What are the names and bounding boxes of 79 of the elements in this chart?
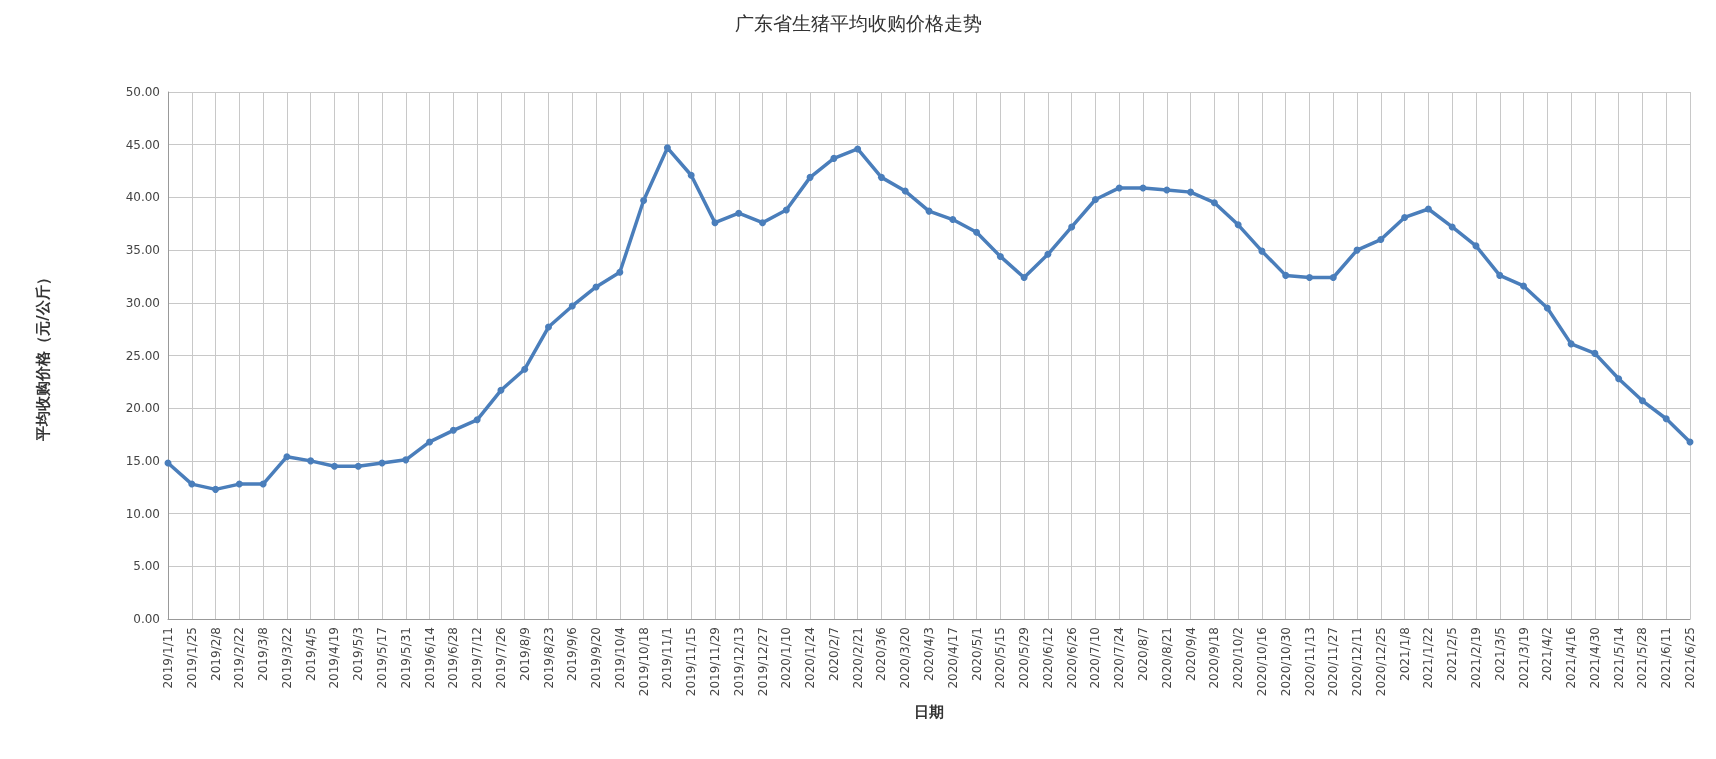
x-axis-title: 日期 bbox=[914, 702, 944, 721]
y-axis-title: 平均收购价格（元/公斤） bbox=[33, 270, 52, 442]
x-tick-label: 2020/11/27 bbox=[1326, 627, 1341, 697]
x-tick-label: 2019/1/25 bbox=[184, 627, 199, 689]
x-tick-label: 2020/9/18 bbox=[1207, 627, 1222, 689]
x-tick-label: 2021/4/2 bbox=[1540, 627, 1555, 681]
x-tick-label: 2020/7/10 bbox=[1088, 627, 1103, 689]
x-tick-label: 2021/1/8 bbox=[1397, 627, 1412, 681]
x-tick-label: 2021/5/28 bbox=[1635, 627, 1650, 689]
x-tick-label: 2019/5/31 bbox=[398, 627, 413, 689]
x-tick-label: 2019/12/27 bbox=[755, 627, 770, 697]
x-tick-label: 2019/10/4 bbox=[612, 627, 627, 689]
x-tick-label: 2019/4/5 bbox=[303, 627, 318, 681]
x-tick-label: 2020/12/25 bbox=[1373, 627, 1388, 697]
x-tick-label: 2019/5/17 bbox=[375, 627, 390, 689]
x-tick-label: 2020/4/17 bbox=[945, 627, 960, 689]
x-tick-label: 2020/8/7 bbox=[1136, 627, 1151, 681]
x-tick-label: 2021/6/25 bbox=[1683, 627, 1697, 689]
x-tick-label: 2019/5/3 bbox=[351, 627, 366, 681]
chart-title: 广东省生猪平均收购价格走势 bbox=[734, 11, 982, 34]
x-tick-label: 2020/1/24 bbox=[803, 627, 818, 689]
x-tick-label: 2020/12/11 bbox=[1350, 627, 1365, 697]
x-tick-label: 2020/6/12 bbox=[1040, 627, 1055, 689]
x-tick-label: 2020/5/15 bbox=[993, 627, 1008, 689]
x-tick-label: 2020/3/20 bbox=[898, 627, 913, 689]
y-tick-label: 50.00 bbox=[125, 85, 160, 99]
y-tick-label: 15.00 bbox=[125, 453, 160, 468]
x-tick-label: 2019/8/9 bbox=[517, 627, 532, 681]
x-tick-label: 2021/2/19 bbox=[1468, 627, 1483, 689]
x-tick-label: 2021/2/5 bbox=[1445, 627, 1460, 681]
x-tick-label: 2020/10/30 bbox=[1278, 627, 1293, 697]
x-tick-label: 2020/1/10 bbox=[779, 627, 794, 689]
x-tick-label: 2020/2/7 bbox=[826, 627, 841, 681]
x-tick-label: 2019/12/13 bbox=[731, 627, 746, 697]
x-tick-label: 2020/5/29 bbox=[1017, 627, 1032, 689]
x-tick-label: 2019/9/20 bbox=[589, 627, 604, 689]
x-tick-label: 2021/4/30 bbox=[1587, 627, 1602, 689]
x-tick-label: 2020/3/6 bbox=[874, 627, 889, 681]
x-tick-label: 2019/4/19 bbox=[327, 627, 342, 689]
x-tick-label: 2019/7/26 bbox=[493, 627, 508, 689]
x-tick-label: 2020/9/4 bbox=[1183, 627, 1198, 681]
x-tick-label: 2020/10/2 bbox=[1231, 627, 1246, 689]
y-tick-label: 0.00 bbox=[133, 612, 160, 626]
x-tick-label: 2020/11/13 bbox=[1302, 627, 1317, 697]
y-tick-label: 25.00 bbox=[125, 348, 160, 363]
x-tick-label: 2021/1/22 bbox=[1421, 627, 1436, 689]
x-tick-label: 2019/9/6 bbox=[565, 627, 580, 681]
y-tick-label: 35.00 bbox=[125, 243, 160, 258]
x-tick-label: 2020/10/16 bbox=[1254, 627, 1269, 697]
x-tick-label: 2020/5/1 bbox=[969, 627, 984, 681]
x-tick-label: 2019/6/14 bbox=[422, 627, 437, 689]
y-tick-label: 30.00 bbox=[125, 295, 160, 310]
x-tick-label: 2021/3/5 bbox=[1492, 627, 1507, 681]
x-tick-label: 2020/8/21 bbox=[1159, 627, 1174, 689]
x-tick-label: 2019/11/1 bbox=[660, 627, 675, 689]
x-tick-label: 2019/10/18 bbox=[636, 627, 651, 697]
x-tick-label: 2019/2/22 bbox=[232, 627, 247, 689]
x-tick-label: 2019/3/22 bbox=[279, 627, 294, 689]
x-tick-label: 2019/3/8 bbox=[256, 627, 271, 681]
x-tick-label: 2019/8/23 bbox=[541, 627, 556, 689]
x-tick-label: 2020/7/24 bbox=[1112, 627, 1127, 689]
x-tick-label: 2019/7/12 bbox=[470, 627, 485, 689]
y-tick-label: 5.00 bbox=[133, 559, 160, 574]
y-tick-label: 10.00 bbox=[125, 506, 160, 521]
y-tick-label: 40.00 bbox=[125, 190, 160, 205]
x-tick-label: 2021/3/19 bbox=[1516, 627, 1531, 689]
x-tick-label: 2019/1/11 bbox=[161, 627, 175, 689]
x-tick-label: 2021/4/16 bbox=[1564, 627, 1579, 689]
y-tick-label: 45.00 bbox=[125, 137, 160, 152]
x-tick-label: 2020/6/26 bbox=[1064, 627, 1079, 689]
x-tick-label: 2019/6/28 bbox=[446, 627, 461, 689]
x-tick-label: 2020/2/21 bbox=[850, 627, 865, 689]
x-tick-label: 2020/4/3 bbox=[922, 627, 936, 681]
x-tick-label: 2019/11/29 bbox=[707, 627, 722, 697]
x-tick-label: 2019/11/15 bbox=[684, 627, 699, 697]
y-tick-label: 20.00 bbox=[125, 401, 160, 416]
x-tick-label: 2021/6/11 bbox=[1659, 627, 1674, 689]
x-tick-label: 2021/5/14 bbox=[1611, 627, 1626, 689]
x-tick-label: 2019/2/8 bbox=[208, 627, 223, 681]
